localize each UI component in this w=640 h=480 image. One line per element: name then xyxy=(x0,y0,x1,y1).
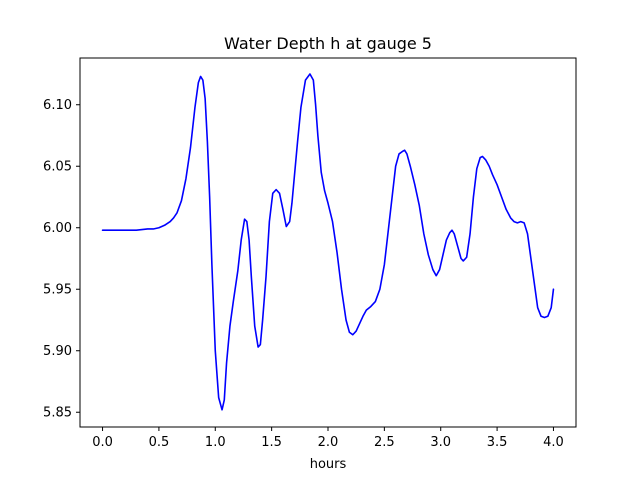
x-tick-label: 2.0 xyxy=(318,435,339,450)
y-axis: 5.85 5.90 5.95 6.00 6.05 6.10 xyxy=(43,98,80,421)
x-axis-label: hours xyxy=(310,457,347,472)
series-line-0 xyxy=(101,73,555,411)
x-tick-label: 3.5 xyxy=(487,435,508,450)
x-tick-label: 2.5 xyxy=(374,435,395,450)
x-tick-label: 3.0 xyxy=(430,435,451,450)
y-tick-label: 5.95 xyxy=(43,283,72,298)
y-tick-label: 5.85 xyxy=(43,406,72,421)
x-tick-label: 1.0 xyxy=(205,435,226,450)
y-tick-label: 6.00 xyxy=(43,221,72,236)
y-tick-label: 5.90 xyxy=(43,344,72,359)
y-tick-label: 6.10 xyxy=(43,98,72,113)
chart-title: Water Depth h at gauge 5 xyxy=(224,34,432,53)
x-tick-label: 4.0 xyxy=(543,435,564,450)
y-tick-label: 6.05 xyxy=(43,160,72,175)
x-axis: 0.0 0.5 1.0 1.5 2.0 2.5 3.0 3.5 4.0 xyxy=(92,427,564,450)
x-tick-label: 1.5 xyxy=(261,435,282,450)
x-tick-label: 0.5 xyxy=(149,435,170,450)
x-tick-label: 0.0 xyxy=(92,435,113,450)
